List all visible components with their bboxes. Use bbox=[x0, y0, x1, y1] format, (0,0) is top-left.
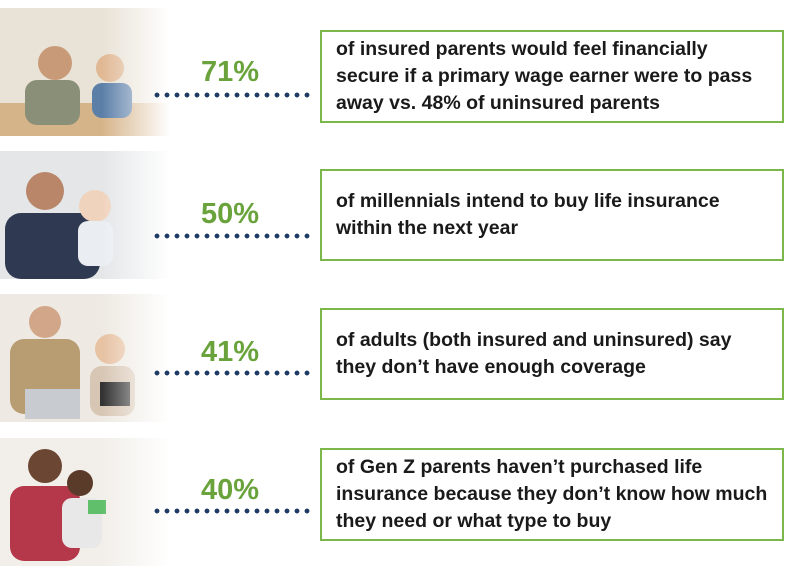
dotted-connector bbox=[152, 233, 312, 239]
stat-text: of millennials intend to buy life insura… bbox=[320, 169, 784, 261]
stat-row: 41% of adults (both insured and uninsure… bbox=[0, 286, 800, 426]
stat-text: of Gen Z parents haven’t purchased life … bbox=[320, 448, 784, 541]
dotted-connector bbox=[152, 508, 312, 514]
photo-father-baby bbox=[0, 151, 170, 279]
dotted-connector bbox=[152, 92, 312, 98]
stat-percent: 41% bbox=[200, 336, 260, 368]
stat-row: 40% of Gen Z parents haven’t purchased l… bbox=[0, 430, 800, 570]
stat-percent: 40% bbox=[200, 474, 260, 506]
photo-mother-child bbox=[0, 438, 170, 566]
photo-couple-tablet bbox=[0, 294, 170, 422]
stat-percent: 50% bbox=[200, 198, 260, 230]
stat-row: 50% of millennials intend to buy life in… bbox=[0, 143, 800, 283]
stat-text: of insured parents would feel financiall… bbox=[320, 30, 784, 123]
dotted-connector bbox=[152, 370, 312, 376]
photo-parent-child bbox=[0, 8, 170, 136]
stat-row: 71% of insured parents would feel financ… bbox=[0, 0, 800, 140]
stat-percent: 71% bbox=[200, 56, 260, 88]
stat-text: of adults (both insured and uninsured) s… bbox=[320, 308, 784, 400]
